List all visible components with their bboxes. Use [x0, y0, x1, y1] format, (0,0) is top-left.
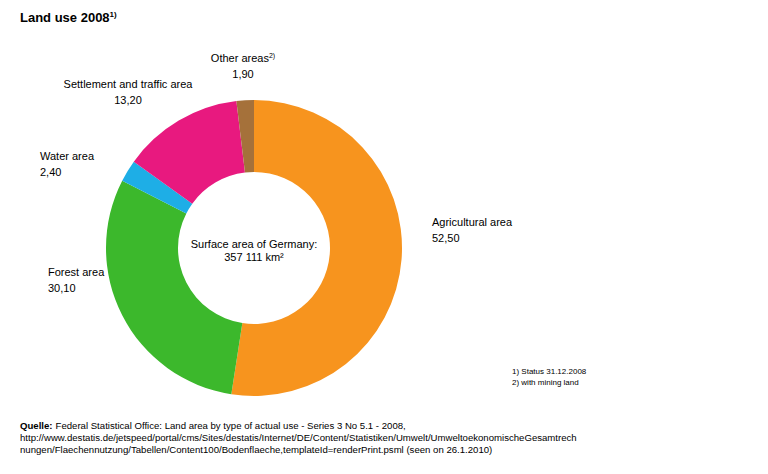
footnote: 1) Status 31.12.2008: [512, 367, 587, 376]
slice: [236, 100, 254, 173]
category-note: 2): [269, 52, 275, 60]
category-label: Agricultural area: [432, 216, 513, 228]
data-label: 1,90: [232, 68, 253, 80]
slice: [134, 101, 245, 204]
slices: [106, 100, 402, 396]
center-text: 357 111 km²: [224, 251, 284, 263]
footnote: 2) with mining land: [512, 378, 579, 387]
data-label: 13,20: [114, 94, 142, 106]
source-line: nungen/Flaechennutzung/Tabellen/Content1…: [20, 444, 492, 455]
data-label: 52,50: [432, 232, 460, 244]
source-line: Quelle:Federal Statistical Office: Land …: [20, 420, 406, 431]
source-label: Quelle:: [20, 420, 53, 431]
title: Land use 20081): [20, 10, 117, 25]
center-text: Surface area of Germany:: [191, 238, 318, 250]
chart: Land use 20081) Agricultural area 52,50 For…: [0, 0, 768, 474]
title-note: 1): [110, 10, 117, 19]
source-text: Federal Statistical Office: Land area by…: [56, 420, 406, 431]
source-line: http://www.destatis.de/jetspeed/portal/c…: [20, 432, 577, 443]
data-label: 2,40: [40, 166, 61, 178]
category-label: Water area: [40, 150, 95, 162]
slice: [106, 181, 242, 395]
category-label: Forest area: [48, 266, 105, 278]
category-label: Settlement and traffic area: [64, 78, 194, 90]
data-label: 30,10: [48, 282, 76, 294]
category-label: Other areas2): [211, 52, 275, 64]
page: {"chart_data": {"type": "donut", "title"…: [0, 0, 768, 474]
